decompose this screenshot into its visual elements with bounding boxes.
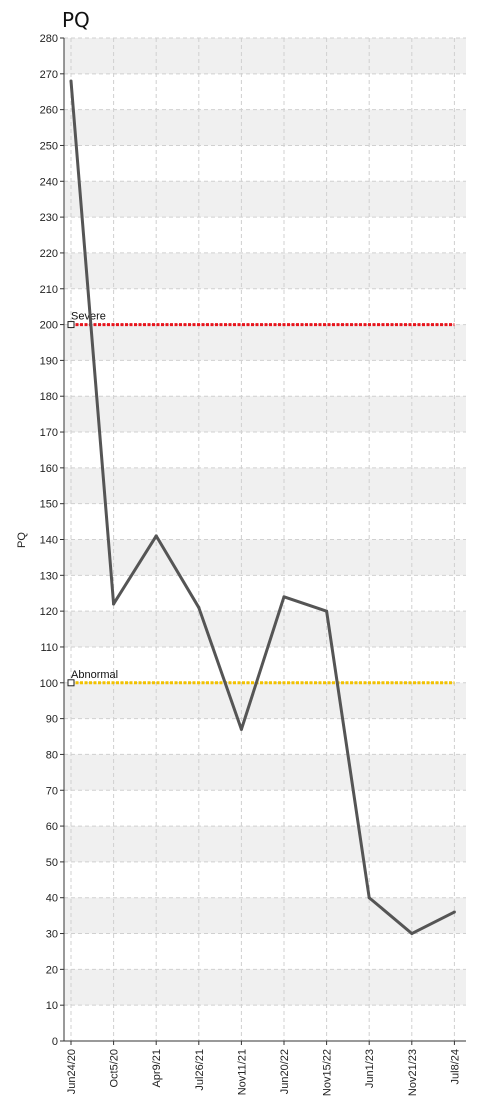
y-tick-label: 240 (40, 176, 58, 188)
plot-band (64, 325, 466, 361)
y-tick-label: 60 (46, 821, 58, 833)
x-tick-label: Jun1/23 (364, 1049, 376, 1088)
y-tick-label: 260 (40, 105, 58, 117)
y-tick-label: 10 (46, 1000, 58, 1012)
plot-bands (64, 38, 466, 1005)
plot-band (64, 181, 466, 217)
y-tick-label: 160 (40, 463, 58, 475)
y-tick-label: 210 (40, 284, 58, 296)
y-tick-label: 230 (40, 212, 58, 224)
y-tick-label: 90 (46, 714, 58, 726)
reference-label-abnormal: Abnormal (71, 669, 118, 681)
data-point (240, 728, 243, 731)
y-tick-label: 250 (40, 140, 58, 152)
plot-band (64, 683, 466, 719)
plot-band (64, 826, 466, 862)
y-tick-label: 110 (40, 642, 58, 654)
y-tick-label: 80 (46, 749, 58, 761)
data-point (410, 932, 413, 935)
y-tick-labels: 0 10 20 30 40 50 60 70 80 90 100 110 120 130 140 150 160… (40, 33, 58, 1048)
y-tick-label: 30 (46, 929, 58, 941)
y-tick-label: 70 (46, 785, 58, 797)
y-tick-label: 0 (52, 1036, 58, 1048)
x-tick-label: Nov21/23 (407, 1049, 419, 1096)
x-tick-label: Jul26/21 (194, 1049, 206, 1091)
plot-band (64, 754, 466, 790)
y-tick-label: 40 (46, 893, 58, 905)
plot-band (64, 253, 466, 289)
y-tick-label: 170 (40, 427, 58, 439)
x-tick-label: Nov15/22 (322, 1049, 334, 1096)
data-point (283, 595, 286, 598)
plot-band (64, 540, 466, 576)
x-tick-label: Oct5/20 (109, 1049, 121, 1088)
y-tick-label: 150 (40, 499, 58, 511)
plot-band (64, 468, 466, 504)
data-point (112, 602, 115, 605)
x-tick-label: Jun20/22 (279, 1049, 291, 1094)
plot-band (64, 611, 466, 647)
plot-band (64, 38, 466, 74)
y-tick-label: 50 (46, 857, 58, 869)
y-tick-label: 100 (40, 678, 58, 690)
plot-band (64, 969, 466, 1005)
y-tick-label: 20 (46, 964, 58, 976)
data-point (325, 610, 328, 613)
y-tick-label: 220 (40, 248, 58, 260)
y-tick-label: 140 (40, 535, 58, 547)
y-tick-label: 120 (40, 606, 58, 618)
y-tick-label: 280 (40, 33, 58, 45)
data-point (70, 79, 73, 82)
y-tick-label: 130 (40, 570, 58, 582)
data-point (453, 911, 456, 914)
y-tick-label: 190 (40, 355, 58, 367)
data-point (197, 606, 200, 609)
x-tick-label: Jun24/20 (66, 1049, 78, 1094)
x-tick-label: Jul8/24 (449, 1049, 461, 1084)
y-tick-label: 180 (40, 391, 58, 403)
data-point (368, 896, 371, 899)
y-tick-label: 270 (40, 69, 58, 81)
plot-band (64, 396, 466, 432)
x-tick-labels: Jun24/20 Oct5/20 Apr9/21 Jul26/21 Nov11/21 Ju… (66, 1049, 461, 1096)
x-tick-label: Apr9/21 (151, 1049, 163, 1088)
y-tick-label: 200 (40, 320, 58, 332)
x-tick-label: Nov11/21 (236, 1049, 248, 1095)
plot-band (64, 110, 466, 146)
data-point (155, 534, 158, 537)
y-axis-label: PQ (16, 532, 28, 548)
